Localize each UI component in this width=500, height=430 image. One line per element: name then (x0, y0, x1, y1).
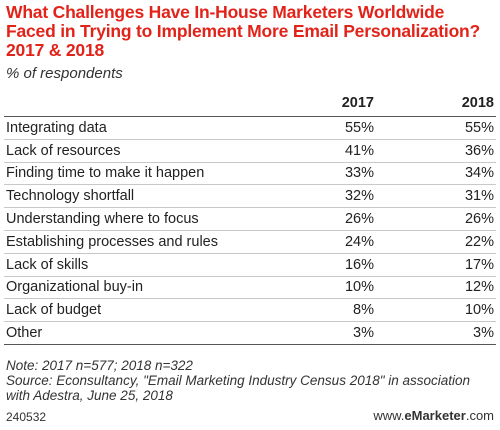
brand-logo[interactable]: www.eMarketer.com (373, 408, 494, 423)
row-label: Lack of resources (6, 142, 121, 159)
brand-prefix: www. (373, 408, 405, 423)
row-label: Lack of budget (6, 302, 102, 319)
table-row: Understanding where to focus 26% 26% (4, 208, 496, 231)
value-cell-2017: 3% (353, 325, 374, 342)
value-cell-2017: 32% (344, 188, 374, 205)
table-row: Finding time to make it happen 33% 34% (4, 162, 496, 185)
table-row: Other 3% 3% (4, 322, 496, 345)
table-row: Establishing processes and rules 24% 22% (4, 230, 496, 254)
row-label: Establishing processes and rules (6, 233, 218, 250)
value-cell-2018: 12% (464, 279, 494, 296)
brand-suffix: .com (465, 408, 494, 423)
value-cell-2018: 36% (464, 142, 494, 159)
chart-title: What Challenges Have In-House Marketers … (6, 2, 481, 60)
row-label: Lack of skills (6, 256, 89, 273)
row-label: Integrating data (6, 119, 107, 136)
row-label: Technology shortfall (6, 188, 135, 205)
table-row: Lack of skills 16% 17% (4, 253, 496, 277)
note-text: Note: 2017 n=577; 2018 n=322 (6, 358, 193, 373)
chart-id: 240532 (6, 410, 47, 424)
row-label: Organizational buy-in (6, 279, 144, 296)
value-cell-2018: 31% (464, 188, 494, 205)
header-2017: 2017 (341, 95, 374, 111)
table-body: Integrating data 55% 55% Lack of resources 4… (4, 117, 496, 345)
value-cell-2017: 33% (344, 165, 374, 182)
data-table: 2017 2018 Integrating data 55% 55% Lack of … (4, 90, 496, 345)
value-cell-2018: 22% (464, 233, 494, 250)
chart-notes: Note: 2017 n=577; 2018 n=322 Source: Eco… (6, 358, 486, 403)
value-cell-2018: 34% (464, 165, 494, 182)
value-cell-2018: 17% (464, 256, 494, 273)
chart-subtitle: % of respondents (6, 65, 123, 82)
value-cell-2017: 10% (344, 279, 374, 296)
value-cell-2017: 55% (344, 119, 374, 136)
header-label-col (4, 90, 304, 117)
value-cell-2017: 41% (344, 142, 374, 159)
header-row: 2017 2018 (4, 90, 496, 117)
value-cell-2018: 10% (464, 302, 494, 319)
value-cell-2017: 24% (344, 233, 374, 250)
brand-name: eMarketer (404, 408, 466, 423)
value-cell-2018: 3% (473, 325, 494, 342)
header-2018: 2018 (461, 95, 494, 111)
value-cell-2018: 26% (464, 211, 494, 228)
value-cell-2017: 8% (353, 302, 374, 319)
row-label: Finding time to make it happen (6, 165, 205, 182)
table-row: Organizational buy-in 10% 12% (4, 276, 496, 299)
table-row: Technology shortfall 32% 31% (4, 185, 496, 208)
value-cell-2018: 55% (464, 119, 494, 136)
row-label: Other (6, 325, 43, 342)
table-row: Lack of resources 41% 36% (4, 139, 496, 163)
value-cell-2017: 16% (344, 256, 374, 273)
row-label: Understanding where to focus (6, 211, 199, 228)
source-text: Source: Econsultancy, "Email Marketing I… (6, 373, 471, 403)
table-row: Integrating data 55% 55% (4, 117, 496, 140)
value-cell-2017: 26% (344, 211, 374, 228)
table-row: Lack of budget 8% 10% (4, 299, 496, 322)
